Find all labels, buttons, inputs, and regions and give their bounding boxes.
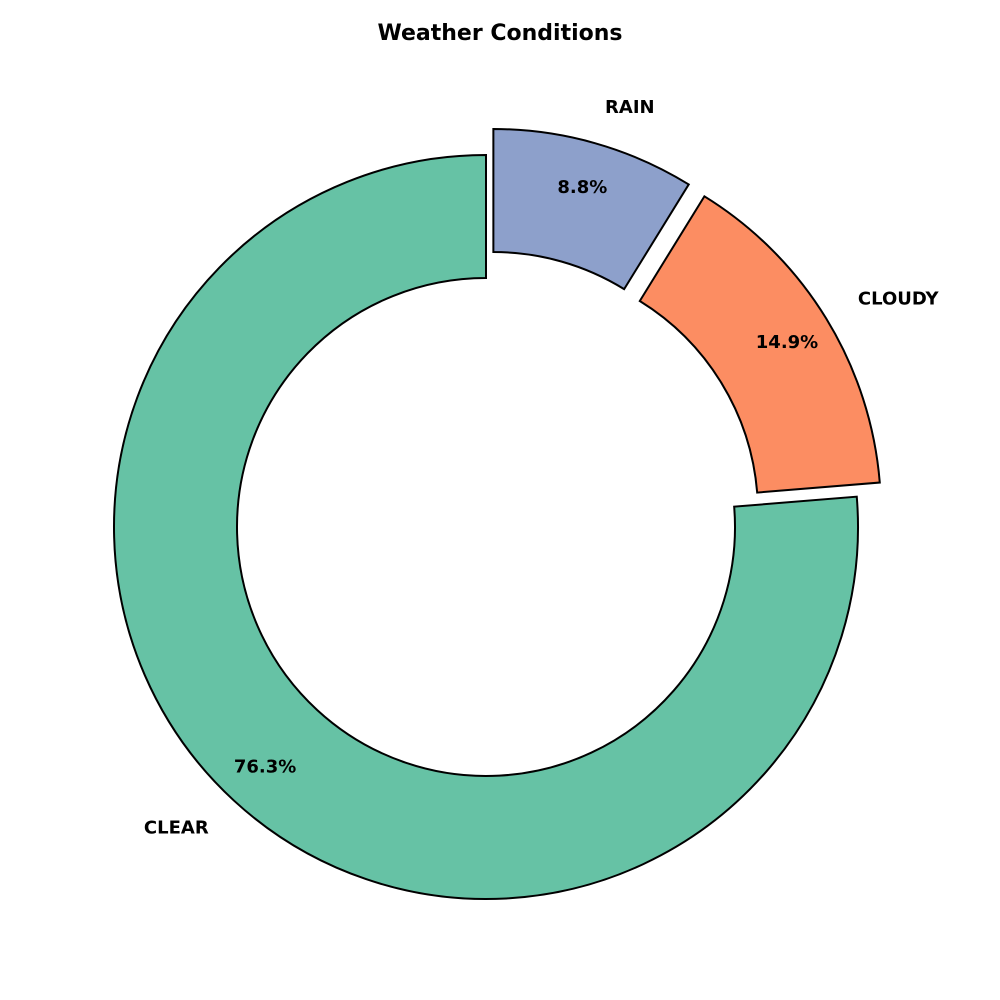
category-label-cloudy: CLOUDY bbox=[858, 289, 940, 310]
category-label-clear: CLEAR bbox=[144, 817, 209, 838]
labels-group: 76.3% CLEAR 14.9% CLOUDY 8.8% RAIN bbox=[144, 97, 940, 839]
slice-rain bbox=[492, 128, 691, 291]
percent-label-cloudy: 14.9% bbox=[756, 332, 818, 353]
slices-group bbox=[113, 128, 881, 900]
percent-label-clear: 76.3% bbox=[234, 756, 296, 777]
category-label-rain: RAIN bbox=[605, 97, 655, 118]
chart-title: Weather Conditions bbox=[378, 21, 623, 46]
slice-clear bbox=[113, 153, 859, 900]
slice-cloudy bbox=[638, 194, 881, 494]
percent-label-rain: 8.8% bbox=[557, 177, 607, 198]
